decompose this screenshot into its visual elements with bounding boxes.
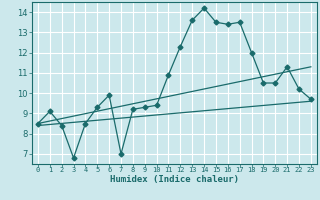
- X-axis label: Humidex (Indice chaleur): Humidex (Indice chaleur): [110, 175, 239, 184]
